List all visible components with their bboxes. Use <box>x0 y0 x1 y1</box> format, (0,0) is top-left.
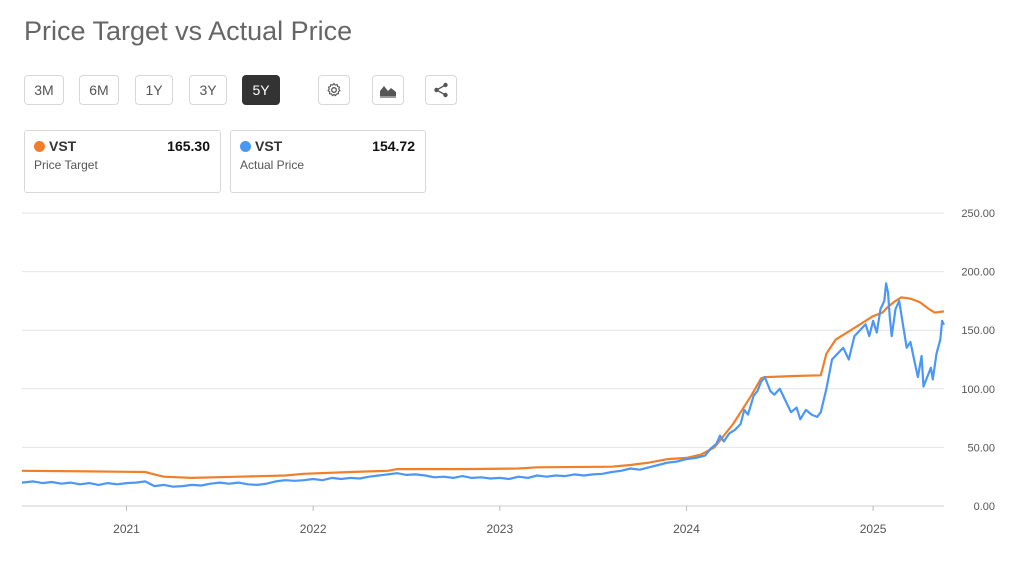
legend-card-target: VST 165.30 Price Target <box>24 130 221 193</box>
y-tick-label: 0.00 <box>974 501 995 513</box>
x-tick-label: 2024 <box>673 522 700 536</box>
actual-price-line <box>21 282 945 488</box>
y-tick-label: 150.00 <box>961 325 995 337</box>
page-title: Price Target vs Actual Price <box>24 16 353 46</box>
range-button-1y[interactable]: 1Y <box>135 75 173 105</box>
y-tick-label: 200.00 <box>961 267 995 279</box>
range-button-3m[interactable]: 3M <box>24 75 64 105</box>
legend-symbol: VST <box>49 138 77 154</box>
share-button[interactable] <box>425 75 457 105</box>
x-tick-label: 2023 <box>486 522 513 536</box>
x-tick-label: 2025 <box>860 522 887 536</box>
x-tick-label: 2022 <box>300 522 327 536</box>
share-icon <box>434 82 448 98</box>
x-tick-label: 2021 <box>113 522 140 536</box>
range-button-5y[interactable]: 5Y <box>242 75 280 105</box>
legend-label: Price Target <box>34 158 98 172</box>
y-tick-label: 100.00 <box>961 384 995 396</box>
range-button-6m[interactable]: 6M <box>79 75 119 105</box>
y-tick-label: 50.00 <box>967 442 995 454</box>
price-chart: 0.00 50.00 100.00 150.00 200.00 250.00 2021 202… <box>21 208 995 536</box>
legend-label: Actual Price <box>240 158 305 172</box>
range-button-3y[interactable]: 3Y <box>189 75 227 105</box>
legend-card-actual: VST 154.72 Actual Price <box>230 130 426 193</box>
gear-icon <box>327 82 341 97</box>
settings-button[interactable] <box>318 75 350 105</box>
y-tick-label: 250.00 <box>961 208 995 220</box>
price-target-line <box>21 296 945 479</box>
area-chart-icon <box>380 86 396 98</box>
actual-series-marker <box>240 141 251 152</box>
legend-value: 154.72 <box>372 138 415 154</box>
legend-value: 165.30 <box>167 138 210 154</box>
target-series-marker <box>34 141 45 152</box>
chart-type-button[interactable] <box>372 75 404 105</box>
legend-symbol: VST <box>255 138 283 154</box>
